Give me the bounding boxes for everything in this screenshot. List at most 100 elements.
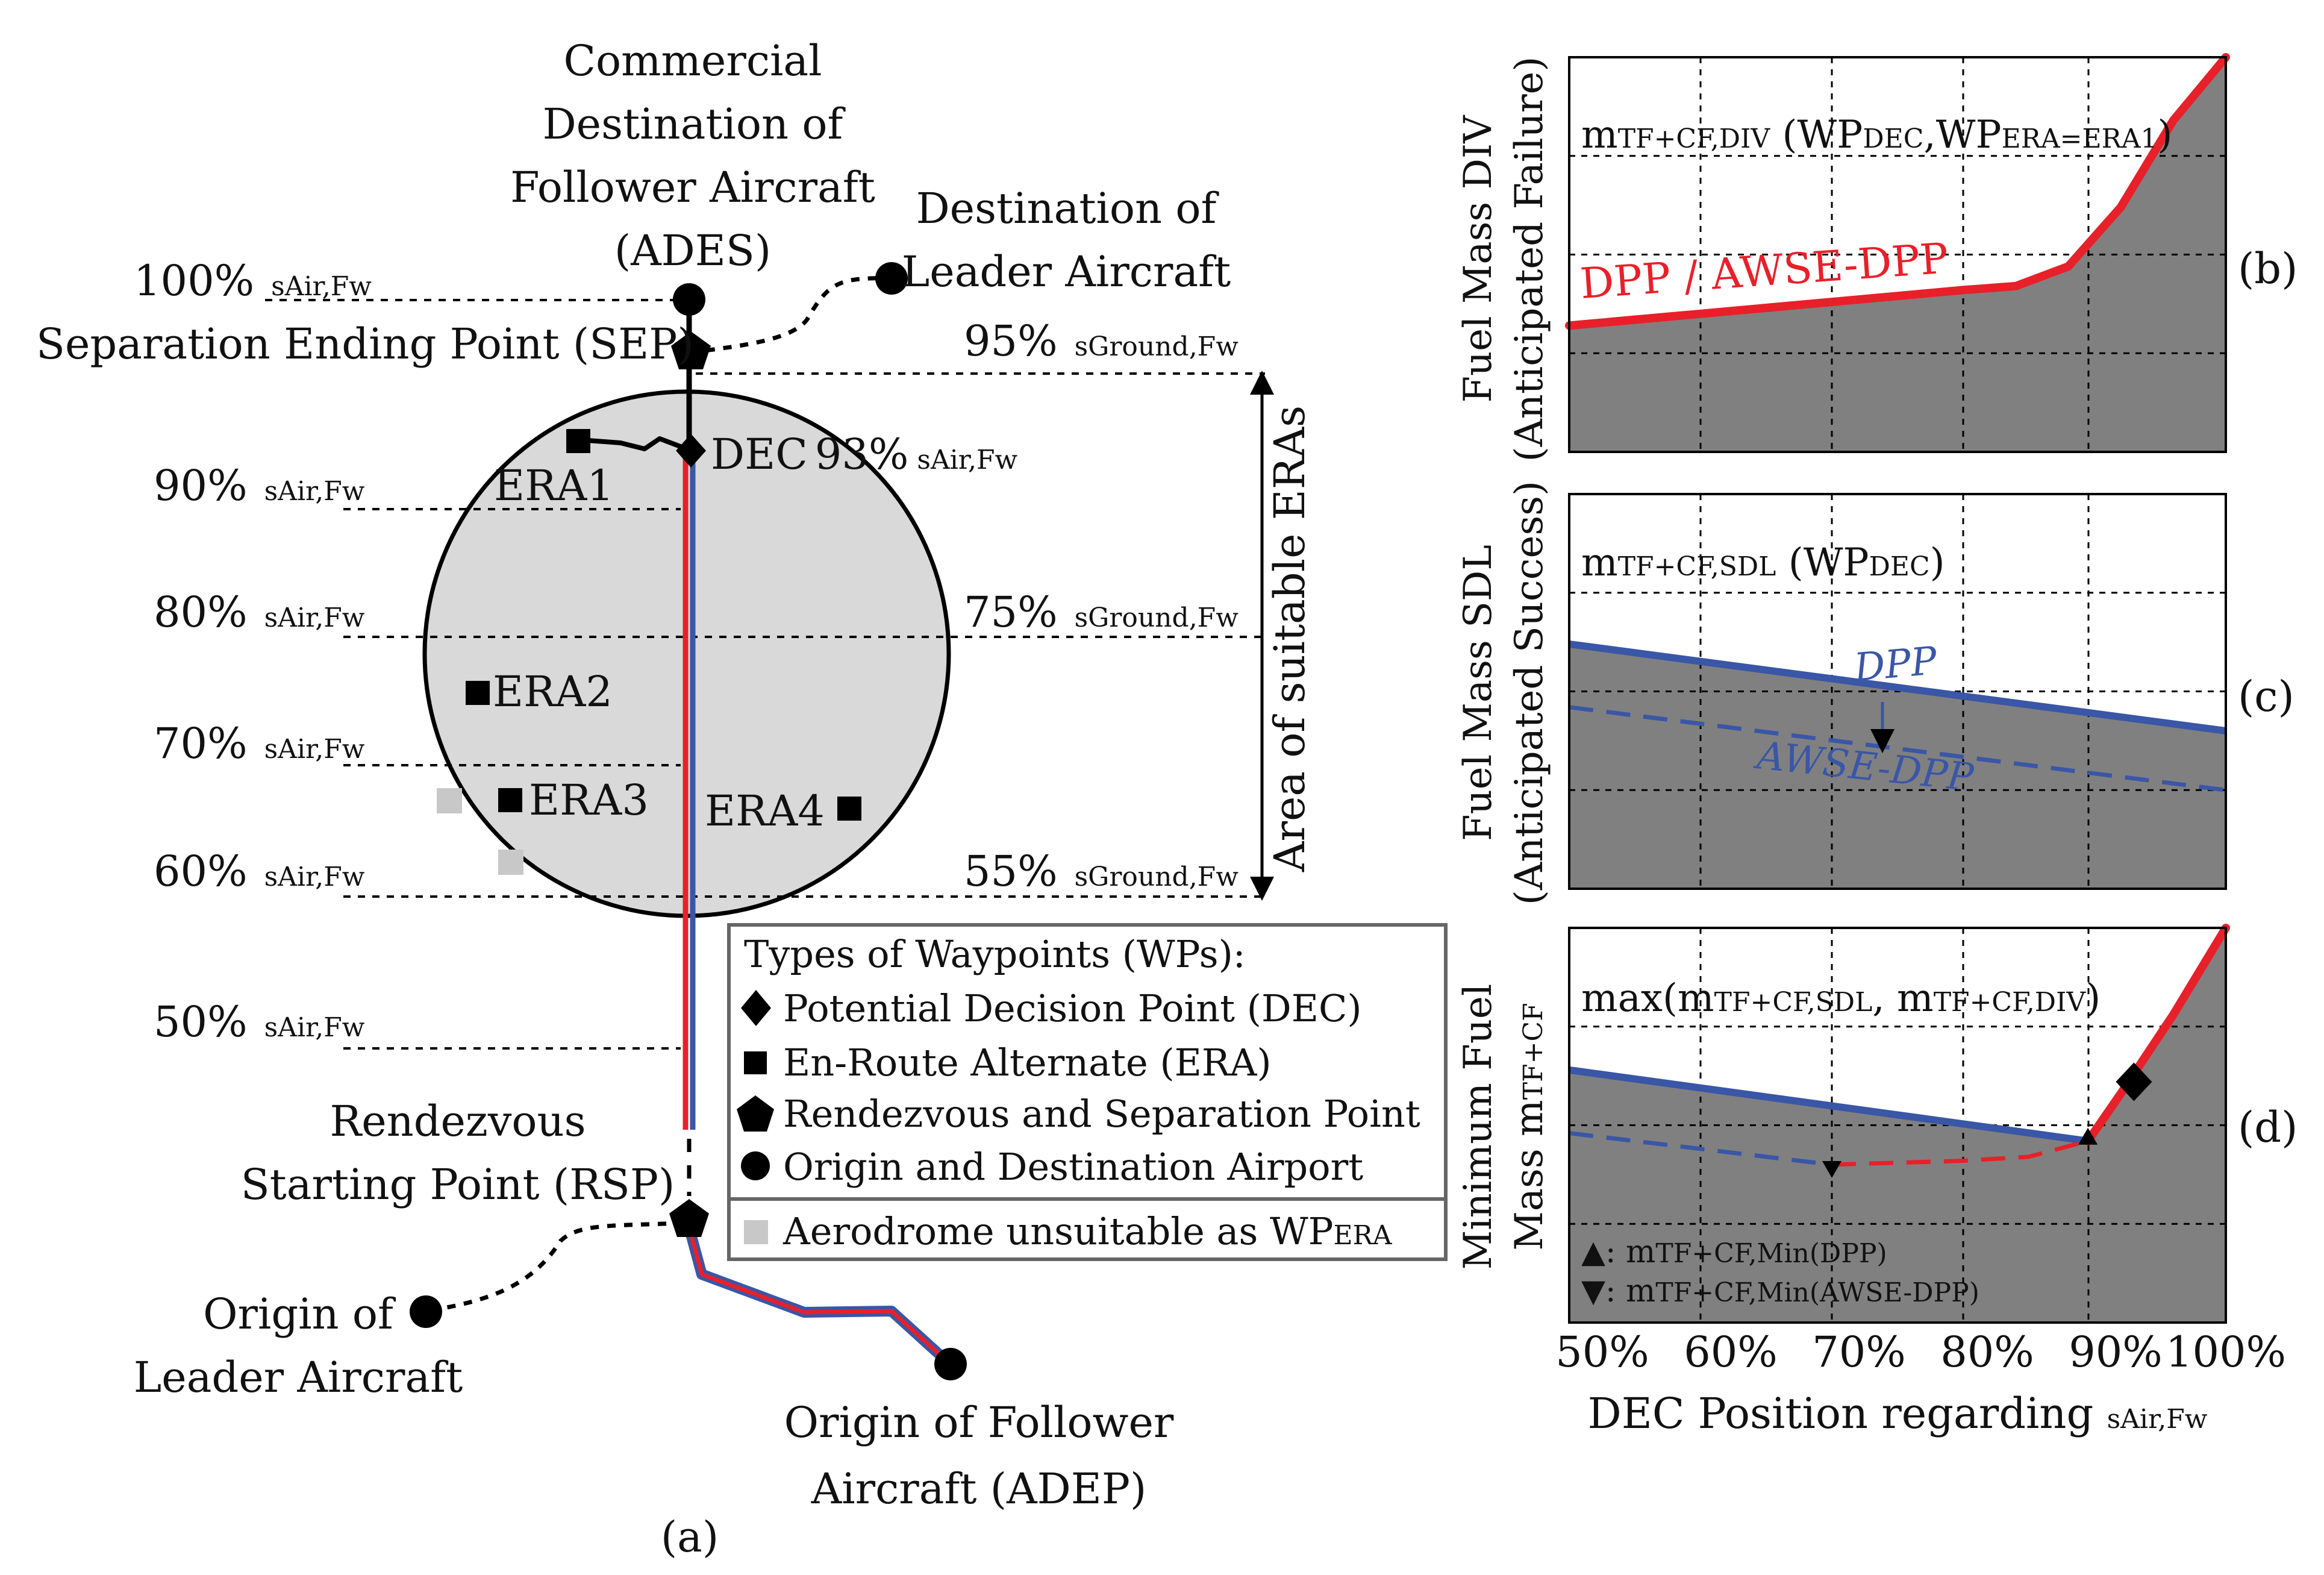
leader-origin-airport	[410, 1295, 442, 1328]
panel-c-dpp-label: DPP	[1852, 639, 1939, 690]
era2-label: ERA2	[493, 667, 613, 716]
panel-d-label: (d)	[2238, 1103, 2297, 1152]
panel-b-formula: mTF+CF,DIV (WPDEC,WPERA=ERA1)	[1581, 113, 2173, 157]
legend-item-airport: Origin and Destination Airport	[783, 1145, 1363, 1189]
leader-destination-label: Destination of Leader Aircraft	[902, 184, 1231, 296]
area-label: Area of suitable ERAs	[1265, 405, 1314, 872]
panel-c-label: (c)	[2238, 672, 2294, 721]
era3-label: ERA3	[529, 775, 649, 825]
svg-text:60%sAir,Fw: 60% sAir,Fw	[154, 847, 365, 896]
legend-grey-square-icon	[744, 1220, 768, 1244]
panel-c: mTF+CF,SDL (WPDEC) DPP AWSE-DPP Fuel Mas…	[1456, 481, 2294, 905]
dec-diamond	[676, 434, 706, 468]
panel-c-ylabel: Fuel Mass SDL (Anticipated Success)	[1456, 481, 1552, 905]
legend-diamond-icon	[741, 990, 771, 1026]
dec-label: DEC 93% sAir,Fw	[711, 430, 1018, 479]
era2-marker	[466, 681, 490, 705]
panel-d-awse-div-line	[1831, 1139, 2089, 1167]
x-tick: 70%	[1812, 1327, 1906, 1377]
svg-text:(ADES): (ADES)	[614, 226, 771, 275]
rsp-pentagon	[669, 1199, 709, 1237]
svg-text:Aircraft (ADEP): Aircraft (ADEP)	[811, 1464, 1147, 1514]
svg-text:80%sAir,Fw: 80% sAir,Fw	[154, 587, 365, 637]
svg-text:Mass mTF+CF: Mass mTF+CF	[1507, 1003, 1552, 1250]
unsuitable-aerodrome-2	[498, 850, 523, 875]
rsp-label: Rendezvous Starting Point (RSP)	[241, 1097, 675, 1209]
panel-b-grid	[1569, 57, 2226, 452]
legend: Types of Waypoints (WPs): Potential Deci…	[727, 923, 1448, 1261]
x-tick: 90%	[2069, 1327, 2163, 1377]
svg-text:Origin of: Origin of	[203, 1289, 396, 1339]
x-axis: 50% 60% 70% 80% 90% 100% DEC Position re…	[1555, 1327, 2286, 1438]
svg-text:Destination of: Destination of	[543, 99, 846, 149]
panel-d-note-dpp: ▲: mTF+CF,Min(DPP)	[1581, 1234, 1887, 1270]
panel-a: Area of suitable ERAs ERA1 ERA2	[36, 36, 1314, 1562]
svg-text:70%sAir,Fw: 70% sAir,Fw	[154, 719, 365, 768]
x-tick: 100%	[2166, 1327, 2286, 1377]
leader-origin-label: Origin of Leader Aircraft	[134, 1289, 463, 1402]
svg-text:Commercial: Commercial	[563, 36, 822, 86]
percentage-lines	[265, 299, 1265, 1050]
svg-text:Destination of: Destination of	[916, 184, 1220, 233]
panel-d-div-envelope	[2084, 924, 2230, 1145]
panel-b: mTF+CF,DIV (WPDEC,WPERA=ERA1) DPP / AWSE…	[1456, 53, 2297, 462]
panel-c-dpp-line	[1569, 640, 2226, 734]
era4-marker	[837, 797, 861, 821]
routes	[430, 276, 953, 1367]
sep-label: Separation Ending Point (SEP)	[36, 319, 694, 369]
svg-text:55%sGround,Fw: 55% sGround,Fw	[964, 847, 1239, 896]
panel-d-awse-sdl-line	[1569, 1131, 1832, 1167]
legend-item-era: En-Route Alternate (ERA)	[783, 1041, 1272, 1085]
leader-destination-airport	[875, 262, 908, 295]
ades-airport	[673, 283, 705, 316]
svg-text:90%sAir,Fw: 90% sAir,Fw	[154, 461, 365, 510]
min-awse-marker	[1822, 1161, 1841, 1178]
panel-b-ylabel: Fuel Mass DIV (Anticipated Failure)	[1456, 57, 1552, 462]
legend-item-rsp: Rendezvous and Separation Point	[783, 1092, 1420, 1136]
legend-circle-icon	[741, 1151, 770, 1180]
air-percent-labels: 100% sAir,Fw 90% sAir,Fw 80% sAir,Fw 70% sAi…	[134, 256, 372, 1047]
panel-c-grid	[1569, 494, 2226, 889]
svg-text:(Anticipated Failure): (Anticipated Failure)	[1507, 57, 1552, 462]
panel-b-label: (b)	[2238, 244, 2297, 293]
svg-text:100%sAir,Fw: 100% sAir,Fw	[134, 256, 372, 305]
svg-text:Fuel Mass SDL: Fuel Mass SDL	[1456, 545, 1501, 841]
svg-text:Fuel Mass DIV: Fuel Mass DIV	[1456, 114, 1501, 403]
svg-text:Leader Aircraft: Leader Aircraft	[902, 247, 1231, 296]
panel-b-area	[1569, 57, 2226, 452]
svg-text:Origin of Follower: Origin of Follower	[784, 1398, 1174, 1447]
svg-text:Follower Aircraft: Follower Aircraft	[510, 163, 875, 212]
legend-title: Types of Waypoints (WPs):	[744, 932, 1246, 976]
x-tick: 60%	[1684, 1327, 1778, 1377]
svg-text:Starting Point (RSP): Starting Point (RSP)	[241, 1160, 675, 1209]
ground-percent-labels: 95% sGround,Fw 75% sGround,Fw 55% sGround,F…	[964, 316, 1239, 896]
svg-text:Leader Aircraft: Leader Aircraft	[134, 1353, 463, 1402]
panel-d-formula: max(mTF+CF,SDL, mTF+CF,DIV)	[1581, 976, 2101, 1021]
unsuitable-aerodrome-1	[437, 788, 462, 813]
sep-pentagon	[671, 331, 711, 369]
era4-label: ERA4	[705, 786, 825, 836]
svg-text:95%sGround,Fw: 95% sGround,Fw	[964, 316, 1239, 366]
adep-label: Origin of Follower Aircraft (ADEP)	[784, 1398, 1174, 1514]
svg-text:75%sGround,Fw: 75% sGround,Fw	[964, 587, 1239, 637]
legend-square-icon	[744, 1051, 767, 1074]
panel-d: max(mTF+CF,SDL, mTF+CF,DIV) ▲: mTF+CF,Mi…	[1456, 924, 2297, 1324]
x-axis-title: DEC Position regarding sAir,Fw	[1588, 1389, 2208, 1438]
min-dpp-marker	[2078, 1127, 2098, 1145]
panel-b-curve	[1565, 53, 2230, 330]
panel-c-formula: mTF+CF,SDL (WPDEC)	[1581, 540, 1945, 585]
x-tick: 80%	[1940, 1327, 2034, 1377]
legend-item-dec: Potential Decision Point (DEC)	[783, 986, 1362, 1030]
era1-marker	[566, 429, 590, 453]
adep-airport	[934, 1348, 967, 1380]
ades-label: Commercial Destination of Follower Aircr…	[510, 36, 875, 275]
panel-d-note-awse: ▼: mTF+CF,Min(AWSE-DPP)	[1581, 1273, 1979, 1309]
svg-text:(Anticipated Success): (Anticipated Success)	[1507, 481, 1552, 905]
panel-d-ylabel: Minimum Fuel Mass mTF+CF	[1456, 984, 1552, 1270]
panel-d-dpp-sdl-line	[1569, 1066, 2088, 1145]
era1-label: ERA1	[494, 461, 614, 510]
svg-text:50%sAir,Fw: 50% sAir,Fw	[154, 997, 365, 1047]
era3-marker	[498, 788, 522, 812]
dec-position-marker	[2116, 1062, 2152, 1101]
